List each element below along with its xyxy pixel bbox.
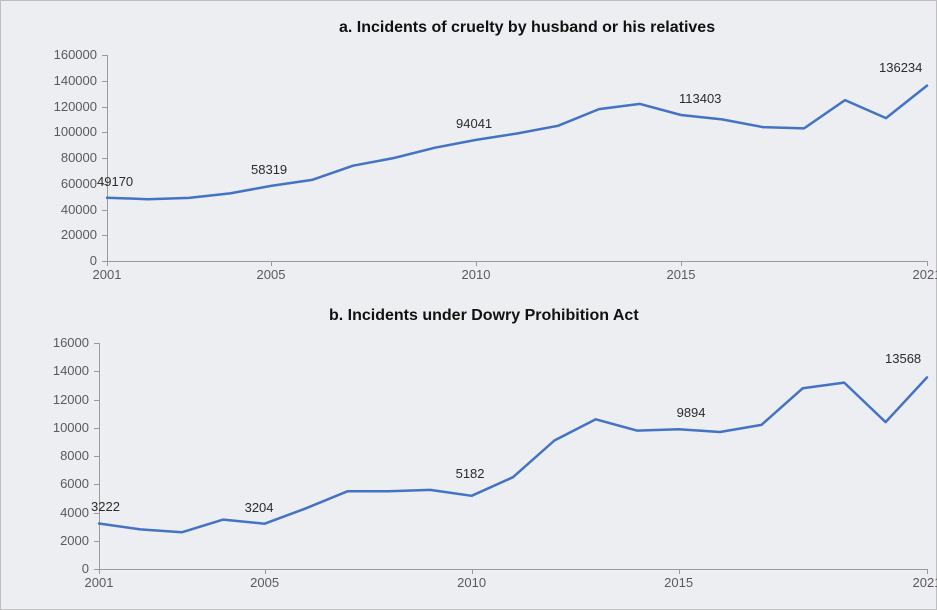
chart-a: a. Incidents of cruelty by husband or hi… [29, 19, 913, 287]
chart-b: b. Incidents under Dowry Prohibition Act… [29, 307, 913, 595]
chart-b-plot [29, 307, 913, 595]
data-point-label: 5182 [456, 466, 485, 481]
data-point-label: 136234 [879, 60, 922, 75]
data-point-label: 13568 [885, 351, 921, 366]
data-point-label: 58319 [251, 162, 287, 177]
data-point-label: 3222 [91, 499, 120, 514]
chart-b-line [99, 377, 927, 532]
x-tick-mark [927, 569, 928, 574]
chart-a-plot [29, 19, 913, 287]
data-point-label: 49170 [97, 174, 133, 189]
data-point-label: 113403 [679, 91, 721, 106]
data-point-label: 94041 [456, 116, 492, 131]
data-point-label: 9894 [677, 405, 706, 420]
x-tick-mark [927, 261, 928, 266]
data-point-label: 3204 [245, 500, 274, 515]
figure-canvas: a. Incidents of cruelty by husband or hi… [0, 0, 937, 610]
chart-a-line [107, 86, 927, 200]
